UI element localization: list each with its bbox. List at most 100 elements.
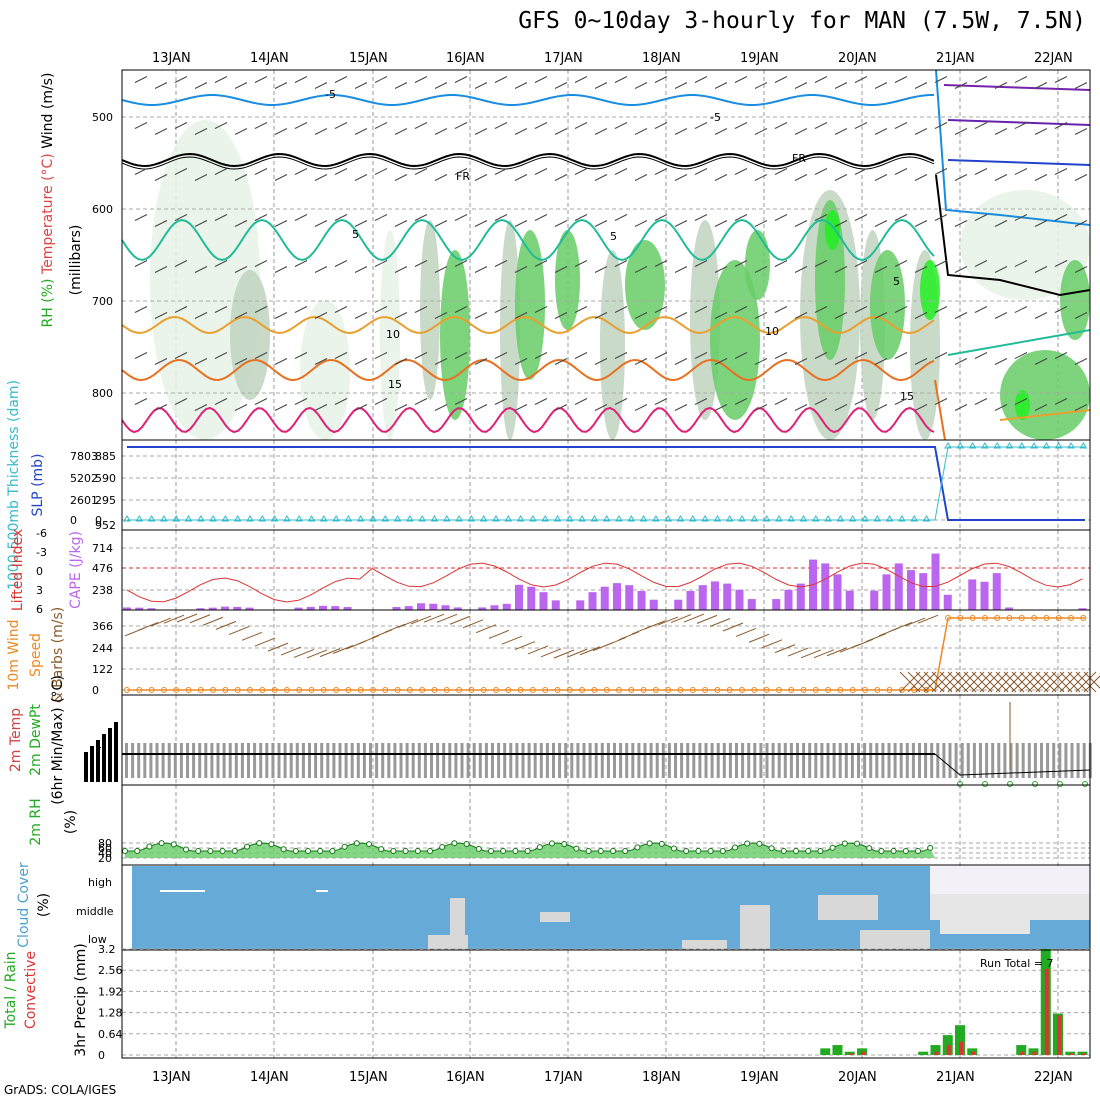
cape-bar	[331, 606, 340, 610]
wind-barb	[134, 306, 148, 313]
wind-barb	[314, 312, 328, 319]
wind-barb	[574, 352, 588, 359]
wind10-barb	[917, 614, 939, 624]
wind-barb	[914, 128, 928, 135]
wind-barb	[974, 122, 988, 129]
wind-barb	[614, 168, 628, 175]
rh2-marker	[207, 848, 214, 854]
temp2-minmax-bar	[393, 743, 397, 778]
cape-bar	[907, 570, 915, 610]
thickness-marker	[209, 515, 217, 522]
rh-shading	[230, 270, 270, 400]
wind-barb	[174, 122, 188, 129]
wind-barb	[274, 128, 288, 135]
date-label-bottom: 22JAN	[1034, 1070, 1073, 1085]
thickness-marker	[639, 515, 648, 522]
wind10-barb	[1003, 671, 1025, 693]
wind-barb	[1054, 214, 1068, 221]
cape-bar	[784, 589, 793, 610]
rh-shading	[380, 230, 400, 440]
temp2-minmax-bar	[253, 743, 257, 778]
wind-barb	[994, 220, 1008, 227]
thickness-marker	[381, 515, 390, 522]
wind-barb	[394, 174, 408, 181]
temp2-minmax-bar	[887, 743, 891, 778]
wind-barb	[1014, 398, 1028, 405]
wind10-barb	[748, 633, 770, 643]
contour-label: 10	[386, 328, 400, 341]
wind10-barb	[904, 617, 926, 627]
wind10-marker	[271, 687, 278, 693]
temp2-minmax-bar	[161, 743, 165, 778]
wind-barb	[674, 220, 688, 227]
wind-barb	[874, 128, 888, 135]
wind-barb	[374, 352, 388, 359]
wind-barb	[854, 306, 868, 313]
wind-barb	[874, 82, 888, 89]
temp2-minmax-bar	[643, 743, 647, 778]
date-label-top: 17JAN	[544, 51, 583, 66]
wind10-marker	[788, 687, 795, 693]
wind-barb	[854, 76, 868, 83]
wind-barb	[254, 398, 268, 405]
wind-barb	[994, 266, 1008, 273]
wind-barb	[1074, 312, 1088, 319]
wind-barb	[134, 352, 148, 359]
temp2-minmax-bar	[838, 743, 842, 778]
cape-bar	[196, 608, 205, 610]
wind10-marker	[247, 687, 253, 693]
rh2-marker	[829, 844, 836, 851]
temp2-minmax-bar	[332, 743, 336, 778]
wind-barb	[714, 404, 728, 411]
wind10-marker	[406, 687, 413, 693]
temp2-minmax-bar	[796, 743, 799, 778]
temp-contour-10	[121, 315, 935, 335]
wind-barb	[434, 128, 448, 135]
wind-barb	[394, 82, 408, 89]
thickness-marker	[956, 442, 965, 449]
wind-barb	[594, 220, 608, 227]
wind10-marker	[419, 687, 426, 693]
wind-barb	[514, 174, 528, 181]
wind-barb	[554, 404, 568, 411]
wind-barb	[574, 76, 588, 83]
temp2-minmax-bar	[905, 743, 909, 778]
cape-bar	[490, 605, 499, 610]
temp2-minmax-bar	[582, 743, 586, 778]
wind-barb	[354, 82, 368, 89]
wind-barb	[954, 266, 968, 273]
wind-barb	[554, 174, 568, 181]
wind10-barb	[1067, 671, 1089, 693]
wind-barb	[674, 266, 688, 273]
wind-barb	[174, 352, 188, 359]
rh2-marker	[658, 840, 665, 847]
wind-barb	[174, 168, 188, 175]
wind-barb	[634, 220, 648, 227]
rh2-marker	[719, 848, 726, 854]
wind-barb	[154, 312, 168, 319]
temp2-minmax-bar	[155, 743, 159, 778]
wind10-speed-label-part: Speed	[28, 633, 44, 677]
wind-barb	[934, 398, 948, 405]
wind10-barb	[1043, 671, 1065, 693]
wind-barb	[894, 352, 908, 359]
freezing-level-contour	[121, 152, 935, 168]
wind-barb	[1034, 404, 1048, 411]
temp2-minmax-bar	[472, 743, 476, 778]
wind-barb	[514, 404, 528, 411]
rh2-marker	[353, 840, 360, 847]
wind-barb	[434, 312, 448, 319]
wind-barb	[734, 398, 748, 405]
temp2-minmax-bar	[753, 743, 757, 778]
wind-barb	[334, 168, 348, 175]
wind-barb	[374, 260, 388, 267]
wind10-marker	[739, 687, 745, 693]
thickness-marker	[467, 515, 476, 522]
wind-barb	[694, 122, 708, 129]
wind-barb	[1034, 128, 1048, 135]
temp2-minmax-bar	[918, 743, 921, 778]
wind10-marker	[529, 687, 536, 693]
thickness-marker	[968, 442, 977, 449]
cape-bar	[306, 606, 315, 610]
wind-barb	[894, 168, 908, 175]
